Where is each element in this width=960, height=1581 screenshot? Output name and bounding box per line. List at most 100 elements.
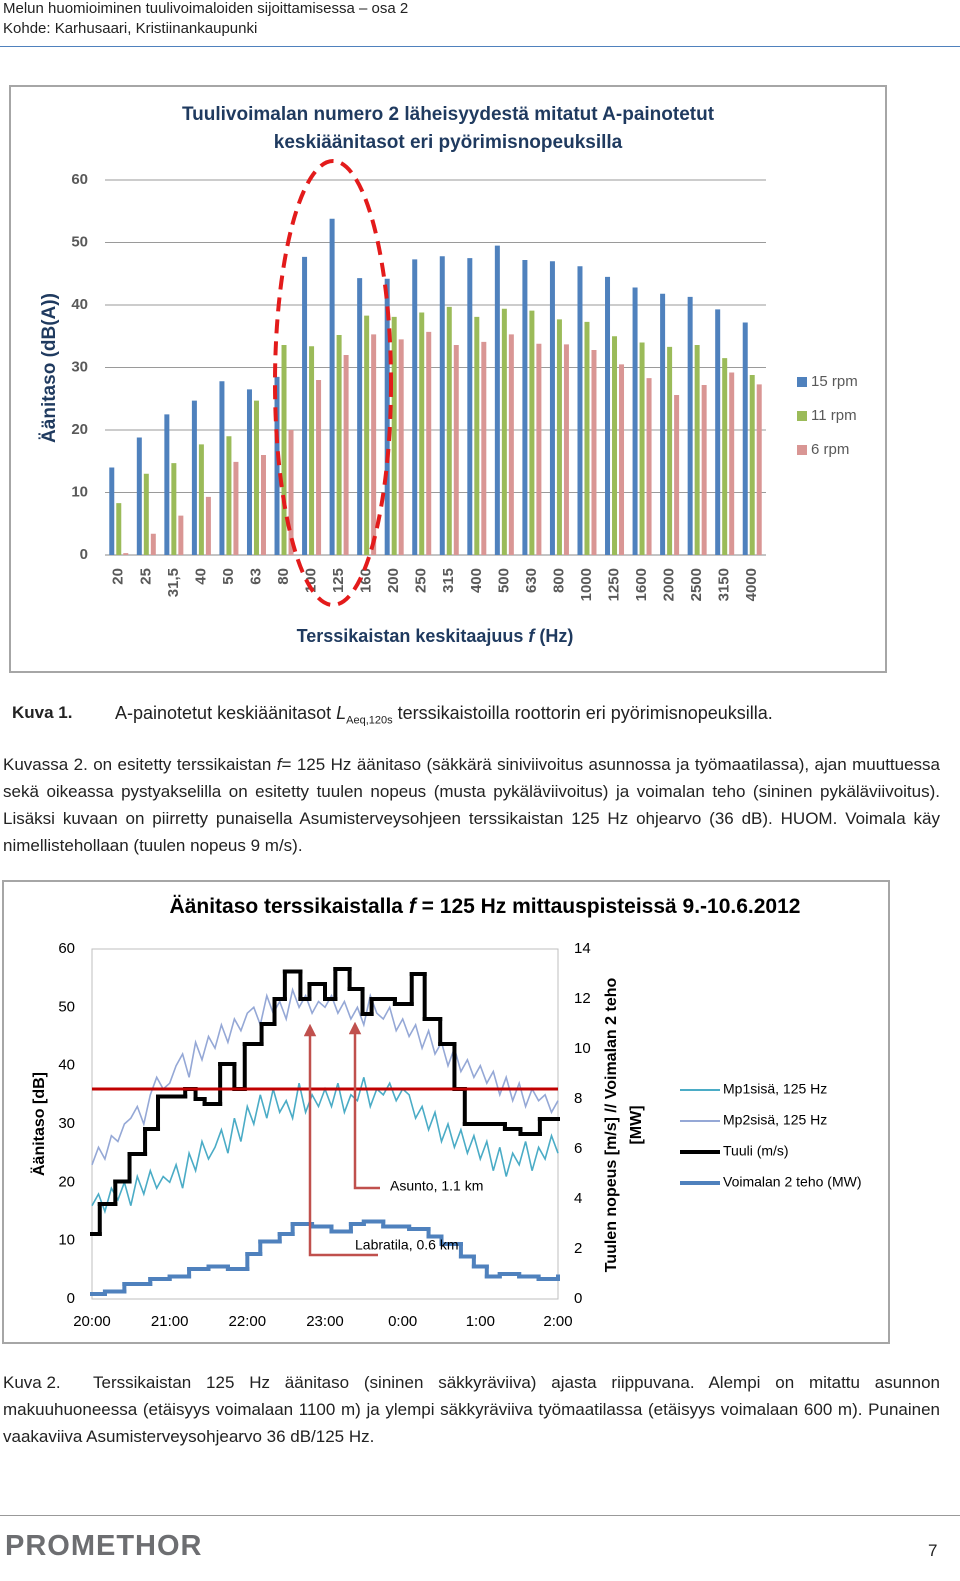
y-tick-label: 50: [58, 998, 75, 1015]
chart-title-part: Äänitaso terssikaistalla: [170, 895, 409, 918]
bar: [205, 496, 211, 555]
chart-title-part: f: [409, 895, 418, 918]
x-tick-label: 125: [330, 568, 347, 593]
bar: [501, 308, 507, 555]
bar: [639, 342, 645, 555]
x-axis-label-part: Terssikaistan keskitaajuus: [297, 626, 529, 646]
caption-label: Kuva 2.: [3, 1373, 61, 1392]
y-tick-label: 0: [80, 546, 88, 563]
bar: [474, 316, 480, 555]
legend-swatch: [797, 445, 807, 455]
bar: [646, 378, 652, 555]
header-line: Kohde: Karhusaari, Kristiinankaupunki: [3, 20, 258, 37]
bar: [453, 345, 459, 555]
bar: [687, 296, 693, 555]
y2-tick-label: 4: [574, 1190, 582, 1207]
plot-frame: [91, 948, 559, 1300]
bar: [233, 461, 239, 555]
y2-tick-label: 12: [574, 990, 591, 1007]
bar: [549, 261, 555, 555]
y-tick-label: 10: [58, 1232, 75, 1249]
bar: [556, 319, 562, 555]
y2-tick-label: 0: [574, 1290, 582, 1307]
symbol: L: [336, 703, 347, 723]
x-tick-label: 2:00: [543, 1313, 572, 1330]
x-tick-label: 1000: [578, 568, 595, 601]
bar: [439, 256, 445, 555]
x-tick-label: 63: [247, 568, 264, 585]
x-tick-label: 0:00: [388, 1313, 417, 1330]
bar: [136, 437, 142, 555]
legend-label: Tuuli (m/s): [723, 1143, 789, 1159]
bar: [584, 321, 590, 555]
x-tick-label: 4000: [743, 568, 760, 601]
bar: [494, 245, 500, 555]
chart-title-part: = 125 Hz mittauspisteissä 9.-10.6.2012: [416, 895, 801, 918]
y2-axis-label: Tuulen nopeus [m/s] // Voimalan 2 teho: [603, 978, 620, 1273]
x-tick-label: 400: [468, 568, 485, 593]
bar: [109, 467, 115, 555]
header-rule: [0, 46, 960, 47]
bar: [749, 375, 755, 555]
bar: [288, 430, 294, 555]
x-tick-label: 23:00: [306, 1313, 344, 1330]
bar: [316, 380, 322, 555]
bar: [701, 385, 707, 555]
legend-swatch: [797, 411, 807, 421]
bar: [563, 344, 569, 555]
legend-label: 11 rpm: [811, 407, 857, 424]
x-tick-label: 250: [413, 568, 430, 593]
legend-label: 6 rpm: [811, 441, 849, 458]
bar: [150, 533, 156, 555]
bar: [529, 310, 535, 555]
bar: [260, 455, 266, 555]
x-axis-label-part: f: [528, 626, 536, 646]
legend-label: 15 rpm: [811, 373, 858, 390]
chart-title: Tuulivoimalan numero 2 läheisyydestä mit…: [182, 104, 715, 125]
y-axis-label: Äänitaso [dB]: [30, 1072, 48, 1176]
y-tick-label: 60: [71, 171, 88, 188]
x-tick-label: 3150: [716, 568, 733, 601]
x-tick-label: 21:00: [151, 1313, 189, 1330]
y2-tick-label: 8: [574, 1090, 582, 1107]
chart-title: Äänitaso terssikaistalla f = 125 Hz mitt…: [170, 895, 801, 918]
caption-text: A-painotetut keskiäänitasot: [115, 703, 337, 723]
x-axis-label: Terssikaistan keskitaajuus f (Hz): [297, 626, 574, 646]
bar: [426, 331, 432, 555]
x-tick-label: 20:00: [73, 1313, 111, 1330]
bar: [123, 553, 129, 555]
x-tick-label: 1600: [633, 568, 650, 601]
bar: [171, 463, 177, 555]
caption: Kuva 2. Terssikaistan 125 Hz äänitaso (si…: [3, 1369, 940, 1450]
bar: [336, 335, 342, 555]
x-tick-label: 25: [137, 568, 154, 585]
bar: [467, 258, 473, 555]
bar: [274, 376, 280, 555]
line-chart: Äänitaso terssikaistalla f = 125 Hz mitt…: [30, 895, 861, 1330]
y-tick-label: 50: [71, 233, 88, 250]
bar: [371, 334, 377, 555]
bar: [612, 336, 618, 555]
bar: [667, 346, 673, 555]
bar: [756, 384, 762, 555]
page-number: 7: [928, 1541, 938, 1560]
y-tick-label: 40: [71, 296, 88, 313]
y-tick-label: 10: [71, 483, 88, 500]
x-tick-label: 1:00: [466, 1313, 495, 1330]
bar: [660, 293, 666, 555]
bar: [198, 444, 204, 555]
x-tick-label: 80: [275, 568, 292, 585]
bar: [577, 266, 583, 555]
bar: [729, 372, 735, 555]
y-tick-label: 20: [71, 421, 88, 438]
x-tick-label: 2000: [661, 568, 678, 601]
annotation: Asunto, 1.1 km: [390, 1178, 483, 1194]
x-tick-label: 315: [440, 568, 457, 593]
bar: [446, 306, 452, 555]
y2-tick-label: 6: [574, 1140, 582, 1157]
bar: [674, 395, 680, 555]
y-tick-label: 30: [71, 358, 88, 375]
y-tick-label: 30: [58, 1115, 75, 1132]
bar: [357, 278, 363, 555]
